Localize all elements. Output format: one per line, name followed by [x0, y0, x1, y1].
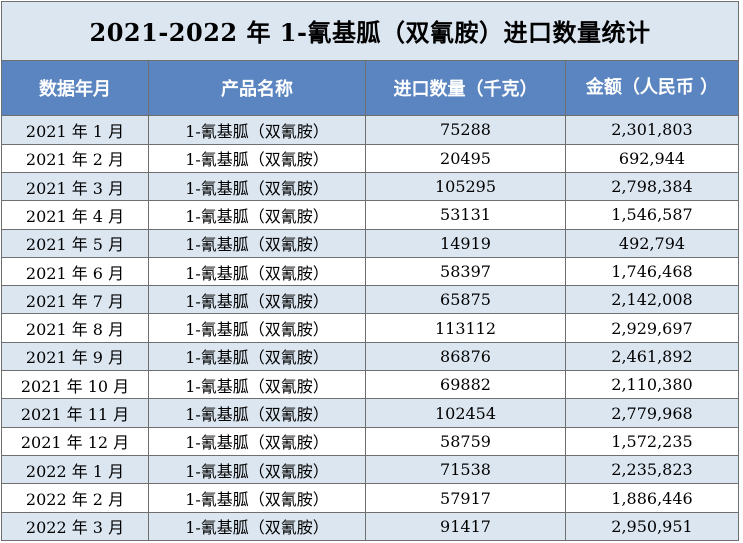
cell-date: 2021 年 1 月	[1, 115, 149, 145]
table-row: 2021 年 8 月 1-氰基胍（双氰胺） 113112 2,929,697	[1, 313, 739, 343]
cell-import-quantity: 65875	[365, 285, 566, 315]
cell-amount: 2,950,951	[565, 511, 739, 542]
table-row: 2021 年 9 月 1-氰基胍（双氰胺） 86876 2,461,892	[1, 341, 739, 372]
table-row: 2021 年 10 月 1-氰基胍（双氰胺） 69882 2,110,380	[1, 370, 739, 400]
cell-amount: 492,794	[565, 228, 739, 258]
cell-amount: 2,798,384	[565, 171, 739, 202]
cell-date: 2021 年 8 月	[1, 313, 149, 343]
header-amount-rmb: 金额（人民币 ）	[565, 59, 739, 117]
cell-import-quantity: 58759	[365, 426, 566, 457]
cell-product-name: 1-氰基胍（双氰胺）	[148, 455, 366, 485]
cell-date: 2021 年 11 月	[1, 398, 149, 428]
cell-product-name: 1-氰基胍（双氰胺）	[148, 483, 366, 513]
table-row: 2021 年 12 月 1-氰基胍（双氰胺） 58759 1,572,235	[1, 426, 739, 457]
table-row: 2022 年 1 月 1-氰基胍（双氰胺） 71538 2,235,823	[1, 455, 739, 485]
cell-product-name: 1-氰基胍（双氰胺）	[148, 426, 366, 457]
table-row: 2022 年 2 月 1-氰基胍（双氰胺） 57917 1,886,446	[1, 483, 739, 513]
cell-amount: 1,746,468	[565, 256, 739, 287]
title-row: 2021-2022 年 1-氰基胍（双氰胺）进口数量统计	[1, 1, 739, 61]
cell-product-name: 1-氰基胍（双氰胺）	[148, 256, 366, 287]
cell-amount: 2,779,968	[565, 398, 739, 428]
cell-product-name: 1-氰基胍（双氰胺）	[148, 200, 366, 230]
cell-product-name: 1-氰基胍（双氰胺）	[148, 370, 366, 400]
cell-import-quantity: 102454	[365, 398, 566, 428]
cell-date: 2021 年 6 月	[1, 256, 149, 287]
cell-amount: 1,886,446	[565, 483, 739, 513]
header-product-name: 产品名称	[148, 59, 366, 117]
table-row: 2021 年 4 月 1-氰基胍（双氰胺） 53131 1,546,587	[1, 200, 739, 230]
table-row: 2021 年 2 月 1-氰基胍（双氰胺） 20495 692,944	[1, 143, 739, 173]
cell-product-name: 1-氰基胍（双氰胺）	[148, 228, 366, 258]
cell-import-quantity: 75288	[365, 115, 566, 145]
cell-import-quantity: 105295	[365, 171, 566, 202]
cell-import-quantity: 69882	[365, 370, 566, 400]
cell-date: 2021 年 5 月	[1, 228, 149, 258]
cell-import-quantity: 20495	[365, 143, 566, 173]
cell-date: 2021 年 7 月	[1, 285, 149, 315]
cell-product-name: 1-氰基胍（双氰胺）	[148, 341, 366, 372]
cell-product-name: 1-氰基胍（双氰胺）	[148, 511, 366, 542]
header-date: 数据年月	[1, 59, 149, 117]
table-row: 2021 年 3 月 1-氰基胍（双氰胺） 105295 2,798,384	[1, 171, 739, 202]
table-row: 2021 年 7 月 1-氰基胍（双氰胺） 65875 2,142,008	[1, 285, 739, 315]
cell-amount: 1,546,587	[565, 200, 739, 230]
header-row: 数据年月 产品名称 进口数量（千克） 金额（人民币 ）	[1, 59, 739, 117]
cell-date: 2022 年 1 月	[1, 455, 149, 485]
cell-date: 2021 年 2 月	[1, 143, 149, 173]
table-row: 2021 年 5 月 1-氰基胍（双氰胺） 14919 492,794	[1, 228, 739, 258]
cell-amount: 692,944	[565, 143, 739, 173]
table-row: 2021 年 1 月 1-氰基胍（双氰胺） 75288 2,301,803	[1, 115, 739, 145]
cell-date: 2022 年 2 月	[1, 483, 149, 513]
table-row: 2022 年 3 月 1-氰基胍（双氰胺） 91417 2,950,951	[1, 511, 739, 542]
cell-amount: 2,461,892	[565, 341, 739, 372]
cell-product-name: 1-氰基胍（双氰胺）	[148, 398, 366, 428]
cell-product-name: 1-氰基胍（双氰胺）	[148, 115, 366, 145]
header-import-quantity: 进口数量（千克）	[365, 59, 566, 117]
cell-product-name: 1-氰基胍（双氰胺）	[148, 285, 366, 315]
cell-amount: 1,572,235	[565, 426, 739, 457]
cell-import-quantity: 57917	[365, 483, 566, 513]
cell-amount: 2,929,697	[565, 313, 739, 343]
table-row: 2021 年 6 月 1-氰基胍（双氰胺） 58397 1,746,468	[1, 256, 739, 287]
cell-import-quantity: 91417	[365, 511, 566, 542]
cell-import-quantity: 53131	[365, 200, 566, 230]
cell-amount: 2,142,008	[565, 285, 739, 315]
cell-date: 2022 年 3 月	[1, 511, 149, 542]
cell-amount: 2,110,380	[565, 370, 739, 400]
cell-import-quantity: 71538	[365, 455, 566, 485]
cell-product-name: 1-氰基胍（双氰胺）	[148, 313, 366, 343]
cell-import-quantity: 58397	[365, 256, 566, 287]
cell-import-quantity: 14919	[365, 228, 566, 258]
cell-date: 2021 年 4 月	[1, 200, 149, 230]
cell-amount: 2,235,823	[565, 455, 739, 485]
cell-product-name: 1-氰基胍（双氰胺）	[148, 171, 366, 202]
cell-date: 2021 年 3 月	[1, 171, 149, 202]
cell-date: 2021 年 9 月	[1, 341, 149, 372]
cell-amount: 2,301,803	[565, 115, 739, 145]
cell-product-name: 1-氰基胍（双氰胺）	[148, 143, 366, 173]
table-title: 2021-2022 年 1-氰基胍（双氰胺）进口数量统计	[1, 1, 739, 61]
cell-date: 2021 年 12 月	[1, 426, 149, 457]
table-row: 2021 年 11 月 1-氰基胍（双氰胺） 102454 2,779,968	[1, 398, 739, 428]
cell-import-quantity: 113112	[365, 313, 566, 343]
cell-import-quantity: 86876	[365, 341, 566, 372]
cell-date: 2021 年 10 月	[1, 370, 149, 400]
